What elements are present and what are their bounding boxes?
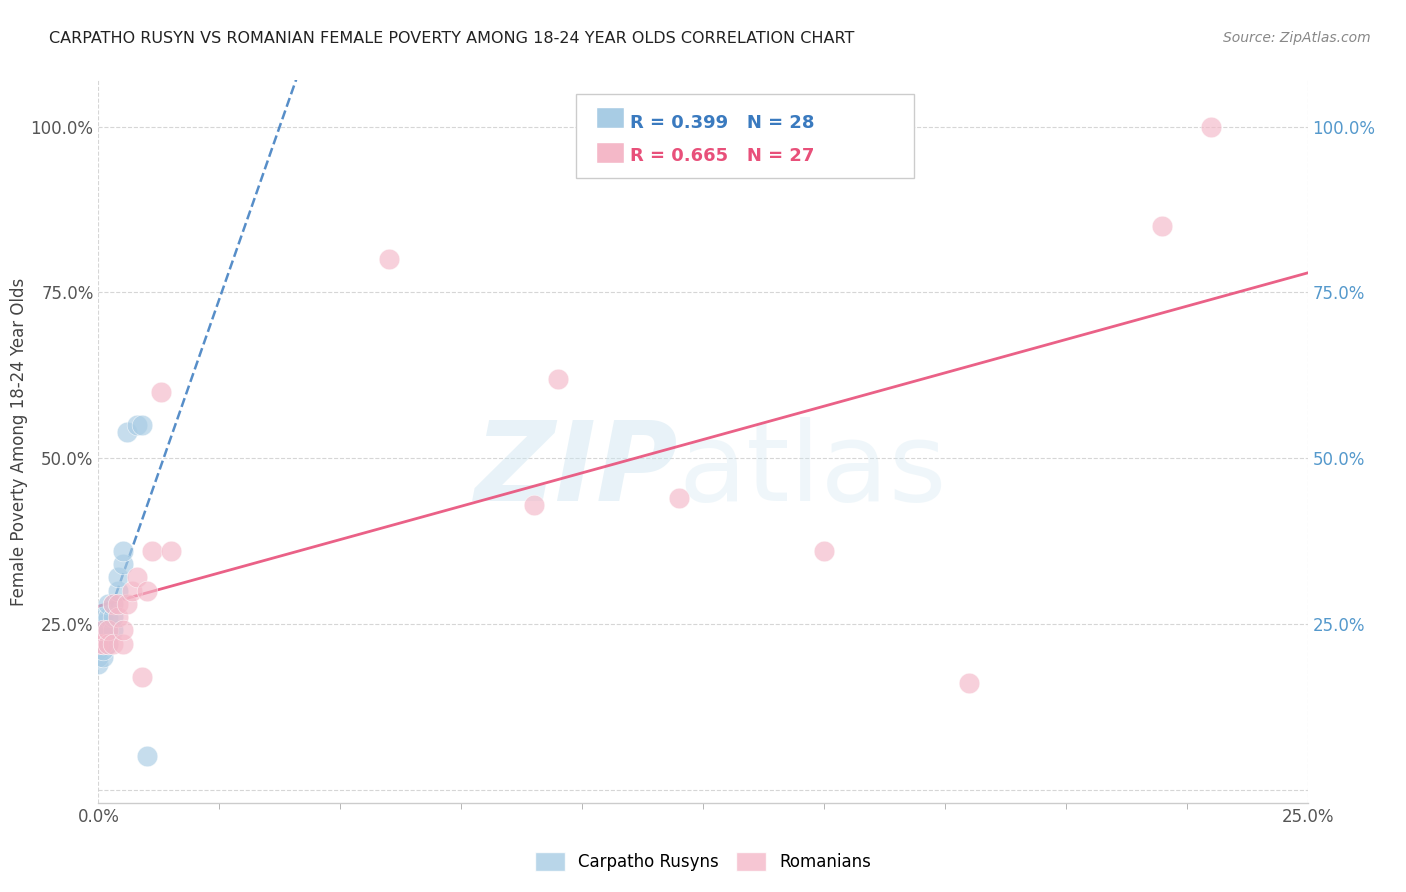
Point xyxy=(87,657,110,671)
Point xyxy=(107,570,129,584)
Point xyxy=(91,610,114,624)
Point xyxy=(1152,219,1174,233)
Point xyxy=(101,597,124,611)
Point xyxy=(97,624,120,638)
Point xyxy=(150,384,173,399)
Point xyxy=(160,544,183,558)
Point xyxy=(127,570,149,584)
Legend: Carpatho Rusyns, Romanians: Carpatho Rusyns, Romanians xyxy=(529,845,877,878)
Point xyxy=(668,491,690,505)
Point xyxy=(141,544,163,558)
Text: Source: ZipAtlas.com: Source: ZipAtlas.com xyxy=(1223,31,1371,45)
Point xyxy=(523,498,546,512)
Point xyxy=(117,597,139,611)
Point xyxy=(813,544,835,558)
Point xyxy=(121,583,143,598)
Point xyxy=(91,650,114,665)
Point xyxy=(97,610,120,624)
Point xyxy=(111,557,134,571)
Y-axis label: Female Poverty Among 18-24 Year Olds: Female Poverty Among 18-24 Year Olds xyxy=(10,277,28,606)
Point xyxy=(91,630,114,644)
Point xyxy=(97,624,120,638)
Point xyxy=(97,637,120,651)
Point xyxy=(1199,120,1222,134)
Point xyxy=(87,630,110,644)
Point xyxy=(87,643,110,657)
Point xyxy=(111,544,134,558)
Point xyxy=(547,371,569,385)
Point xyxy=(135,583,157,598)
Point xyxy=(97,597,120,611)
Point xyxy=(107,583,129,598)
Point xyxy=(131,670,153,684)
Point xyxy=(107,597,129,611)
Point xyxy=(117,425,139,439)
Text: R = 0.665   N = 27: R = 0.665 N = 27 xyxy=(630,147,814,165)
Text: atlas: atlas xyxy=(679,417,948,524)
Point xyxy=(111,637,134,651)
Point xyxy=(101,637,124,651)
Point xyxy=(957,676,980,690)
Point xyxy=(87,624,110,638)
Text: CARPATHO RUSYN VS ROMANIAN FEMALE POVERTY AMONG 18-24 YEAR OLDS CORRELATION CHAR: CARPATHO RUSYN VS ROMANIAN FEMALE POVERT… xyxy=(49,31,855,46)
Point xyxy=(91,624,114,638)
Point xyxy=(377,252,399,267)
Text: R = 0.399   N = 28: R = 0.399 N = 28 xyxy=(630,114,814,132)
Point xyxy=(127,417,149,432)
Point xyxy=(91,624,114,638)
Point xyxy=(101,624,124,638)
Point xyxy=(107,610,129,624)
Point xyxy=(91,637,114,651)
Point xyxy=(87,637,110,651)
Point xyxy=(87,637,110,651)
Point xyxy=(91,643,114,657)
Point xyxy=(87,650,110,665)
Text: ZIP: ZIP xyxy=(475,417,679,524)
Point xyxy=(131,417,153,432)
Point xyxy=(101,610,124,624)
Point xyxy=(91,616,114,631)
Point xyxy=(111,624,134,638)
Point xyxy=(91,637,114,651)
Point xyxy=(135,749,157,764)
Point xyxy=(101,597,124,611)
Point xyxy=(97,637,120,651)
